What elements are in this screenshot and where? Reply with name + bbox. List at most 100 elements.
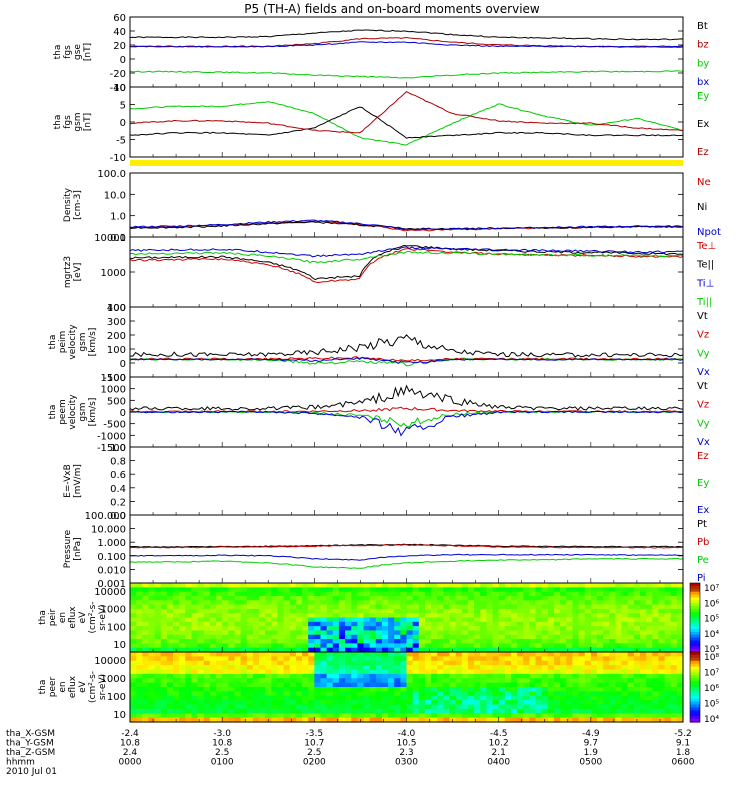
heatmap-cell [474,634,481,640]
heatmap-cell [283,678,291,684]
heatmap-cell [173,665,180,671]
heatmap-cell [357,673,365,679]
heatmap-cell [363,583,371,588]
heatmap-cell [295,583,303,588]
heatmap-cell [572,583,580,588]
heatmap-cell [578,700,586,706]
heatmap-cell [652,678,660,684]
colorbar-segment [690,583,700,587]
colorbar-segment [690,666,700,671]
heatmap-cell [203,717,211,723]
x-axis-value: -3.5 [306,729,324,739]
heatmap-cell [424,652,432,657]
heatmap-cell [658,587,666,593]
heatmap-cell [424,682,432,688]
heatmap-cell [664,695,672,701]
heatmap-cell [185,652,193,657]
heatmap-cell [351,639,358,644]
heatmap-cell [670,595,678,601]
heatmap-cell [437,700,444,706]
heatmap-cell [338,626,346,632]
heatmap-cell [529,678,537,684]
heatmap-cell [289,656,297,662]
heatmap-cell [160,604,168,610]
heatmap-cell [259,700,266,706]
heatmap-cell [357,587,365,593]
heatmap-cell [547,643,555,649]
figure-title: P5 (TH-A) fields and on-board moments ov… [244,2,540,16]
heatmap-cell [615,669,623,675]
heatmap-cell [228,665,236,671]
heatmap-cell [621,643,629,649]
heatmap-cell [228,583,236,588]
heatmap-cell [369,708,377,714]
heatmap-cell [590,682,598,688]
heatmap-cell [240,621,248,627]
heatmap-cell [609,608,617,614]
heatmap-cell [596,630,604,636]
heatmap-cell [209,647,217,653]
y-axis-label-line: tha [38,610,48,625]
heatmap-cell [646,660,653,666]
heatmap-cell [222,708,229,714]
heatmap-cell [283,630,291,636]
heatmap-cell [252,700,260,706]
heatmap-cell [308,621,315,627]
heatmap-cell [492,708,500,714]
heatmap-cell [566,643,573,649]
heatmap-cell [467,656,475,662]
heatmap-cell [461,587,469,593]
heatmap-cell [664,669,672,675]
heatmap-cell [553,587,561,593]
heatmap-cell [670,708,678,714]
heatmap-cell [560,713,567,719]
heatmap-cell [431,595,438,601]
heatmap-cell [529,595,537,601]
heatmap-cell [277,621,285,627]
legend-label-Vt: Vt [697,381,708,392]
heatmap-cell [609,626,617,632]
heatmap-cell [541,583,549,588]
heatmap-cell [246,600,254,606]
heatmap-cell [443,717,451,723]
heatmap-cell [345,591,352,597]
heatmap-cell [633,713,641,719]
heatmap-cell [246,621,254,627]
heatmap-cell [160,621,168,627]
heatmap-cell [553,673,561,679]
heatmap-cell [252,595,260,601]
heatmap-cell [621,704,629,710]
heatmap-cell [523,604,530,610]
heatmap-cell [443,634,451,640]
heatmap-cell [412,621,420,627]
heatmap-cell [136,617,143,623]
heatmap-cell [394,691,401,697]
heatmap-cell [375,678,383,684]
heatmap-cell [627,695,635,701]
heatmap-cell [676,634,684,640]
x-axis-value: 2.5 [215,748,229,758]
heatmap-cell [424,639,432,644]
heatmap-cell [154,600,162,606]
heatmap-cell [234,600,242,606]
heatmap-cell [357,665,365,671]
colorbar-segment [690,591,700,596]
heatmap-cell [676,687,684,692]
heatmap-cell [406,682,414,688]
heatmap-cell [400,669,408,675]
heatmap-cell [596,634,604,640]
heatmap-cell [222,647,229,653]
heatmap-cell [596,613,604,619]
heatmap-cell [437,600,444,606]
colorbar-segment [690,600,700,604]
heatmap-cell [412,652,420,657]
heatmap-cell [302,691,309,697]
y-tick-label: -100 [103,373,126,384]
heatmap-cell [449,656,457,662]
heatmap-cell [523,621,530,627]
heatmap-cell [492,626,500,632]
heatmap-cell [357,630,365,636]
heatmap-cell [252,717,260,723]
heatmap-cell [338,634,346,640]
